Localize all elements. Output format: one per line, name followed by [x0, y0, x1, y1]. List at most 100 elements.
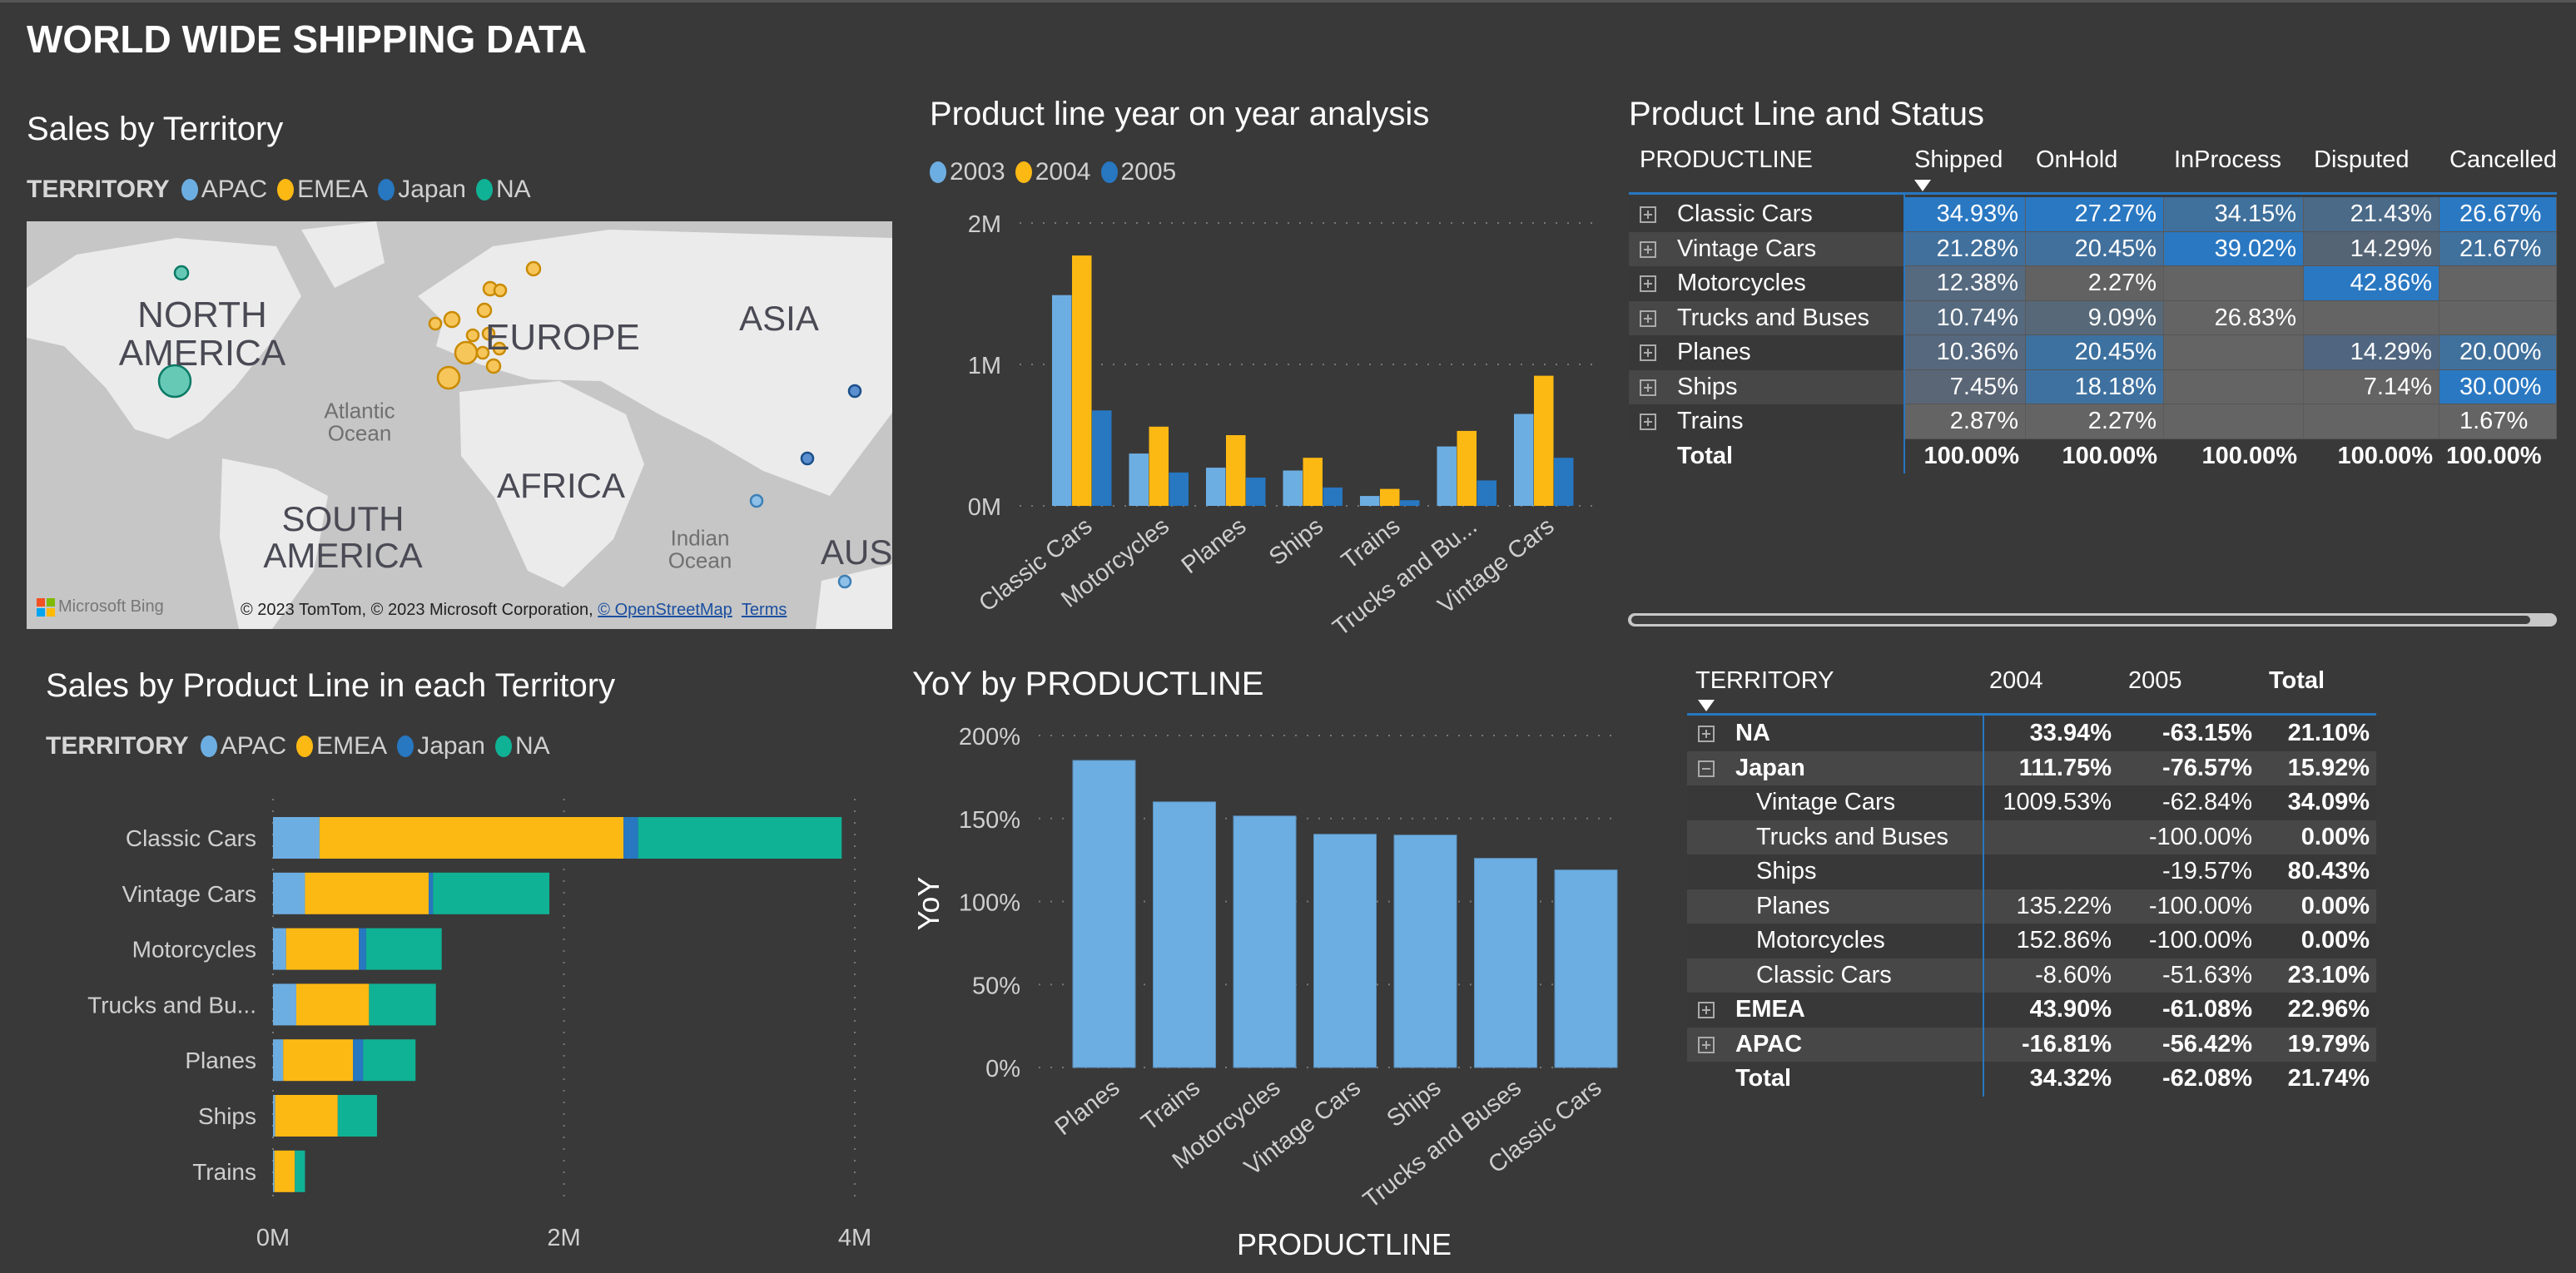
map-bubble-japan[interactable] [800, 451, 815, 466]
scrollbar-thumb[interactable] [1631, 616, 2530, 624]
table-row[interactable]: Motorcycles [1687, 924, 2376, 958]
bar-2005[interactable] [1477, 480, 1497, 506]
map-bubble-apac[interactable] [749, 493, 764, 508]
bar-2004[interactable] [1457, 430, 1477, 506]
legend-item-apac[interactable]: APAC [200, 732, 286, 760]
legend-item-japan[interactable]: Japan [397, 732, 485, 760]
table-row[interactable]: Trains [1629, 404, 1904, 439]
column-header-territory[interactable]: TERRITORY [1695, 667, 1834, 694]
table-row[interactable]: Vintage Cars [1687, 785, 2376, 820]
map-bubble-emea[interactable] [481, 326, 496, 341]
map-bubble-emea[interactable] [493, 283, 508, 298]
column-header-productline[interactable]: PRODUCTLINE [1640, 146, 1813, 173]
map-bubble-emea[interactable] [485, 358, 502, 374]
bar-2004[interactable] [1072, 255, 1092, 506]
bar-2004[interactable] [1149, 426, 1169, 506]
table-row[interactable]: APAC [1687, 1027, 2376, 1062]
table-row[interactable]: Vintage Cars [1629, 231, 1904, 266]
sort-desc-icon[interactable] [1698, 700, 1715, 711]
yoy-bar[interactable] [1233, 815, 1297, 1068]
map-bubble-emea[interactable] [476, 302, 493, 319]
map-bubble-emea[interactable] [475, 345, 490, 360]
map-bubble-emea[interactable] [492, 341, 507, 356]
legend-item-emea[interactable]: EMEA [277, 176, 368, 204]
yoy-bar[interactable] [1072, 760, 1136, 1068]
column-header-shipped[interactable]: Shipped [1914, 146, 2003, 173]
bar-2004[interactable] [1226, 435, 1246, 506]
bar-2003[interactable] [1437, 446, 1457, 506]
table-row[interactable]: Ships [1629, 369, 1904, 404]
column-header-2005[interactable]: 2005 [2128, 667, 2182, 694]
map-bubble-emea[interactable] [436, 365, 461, 390]
bar-segment-apac[interactable] [273, 928, 286, 970]
yoy-bar[interactable] [1393, 835, 1457, 1068]
table-row[interactable]: Trucks and Buses [1687, 820, 2376, 854]
horizontal-scrollbar[interactable] [1628, 613, 2557, 627]
bar-segment-apac[interactable] [273, 817, 320, 859]
bar-segment-apac[interactable] [273, 983, 296, 1026]
table-row[interactable]: EMEA [1687, 993, 2376, 1028]
table-row[interactable]: Planes [1687, 889, 2376, 924]
table-row[interactable]: NA [1687, 716, 2376, 751]
expand-icon[interactable] [1698, 726, 1715, 742]
bar-segment-emea[interactable] [283, 1039, 354, 1082]
expand-icon[interactable] [1640, 240, 1656, 258]
collapse-icon[interactable] [1698, 760, 1715, 777]
column-header-inprocess[interactable]: InProcess [2174, 146, 2281, 173]
map-bubble-japan[interactable] [847, 384, 862, 399]
bar-segment-emea[interactable] [319, 817, 624, 859]
legend-item-japan[interactable]: Japan [378, 176, 466, 204]
map-bubble-na[interactable] [173, 265, 190, 281]
bar-2003[interactable] [1514, 414, 1534, 507]
legend-item-emea[interactable]: EMEA [296, 732, 387, 760]
table-row[interactable]: Motorcycles [1629, 266, 1904, 301]
legend-item-2003[interactable]: 2003 [930, 158, 1005, 186]
bar-segment-na[interactable] [433, 872, 550, 914]
legend-item-na[interactable]: NA [475, 176, 531, 204]
expand-icon[interactable] [1640, 310, 1656, 327]
bar-segment-japan[interactable] [353, 1039, 364, 1082]
bar-2005[interactable] [1400, 500, 1420, 506]
bar-segment-apac[interactable] [273, 872, 305, 914]
table-row[interactable]: Trucks and Buses [1629, 300, 1904, 335]
bar-segment-apac[interactable] [273, 1095, 275, 1137]
expand-icon[interactable] [1640, 344, 1656, 361]
bar-segment-japan[interactable] [359, 928, 366, 970]
bar-2004[interactable] [1534, 375, 1554, 506]
table-row[interactable]: Ships [1687, 854, 2376, 889]
expand-icon[interactable] [1640, 275, 1656, 292]
bar-segment-japan[interactable] [623, 817, 638, 859]
column-header-onhold[interactable]: OnHold [2036, 146, 2118, 173]
expand-icon[interactable] [1640, 414, 1656, 430]
openstreetmap-link[interactable]: © OpenStreetMap [598, 601, 732, 619]
bar-segment-emea[interactable] [295, 983, 370, 1026]
world-map[interactable]: NORTH AMERICA EUROPE ASIA Atlantic Ocean… [27, 221, 892, 629]
bar-2003[interactable] [1052, 295, 1072, 506]
map-bubble-emea[interactable] [428, 316, 443, 331]
legend-item-2005[interactable]: 2005 [1100, 158, 1176, 186]
yoy-bar[interactable] [1554, 869, 1618, 1068]
yoy-bar[interactable] [1153, 801, 1216, 1068]
yoy-bar[interactable] [1474, 858, 1537, 1068]
column-header-2004[interactable]: 2004 [1989, 667, 2043, 694]
map-bubble-emea[interactable] [465, 328, 480, 343]
terms-link[interactable]: Terms [741, 601, 787, 619]
map-bubble-na[interactable] [157, 364, 192, 399]
bar-2003[interactable] [1360, 496, 1380, 506]
bar-2005[interactable] [1554, 458, 1574, 506]
table-row[interactable]: Planes [1629, 335, 1904, 370]
bar-2005[interactable] [1169, 472, 1189, 506]
map-bubble-emea[interactable] [443, 310, 461, 329]
column-header-total[interactable]: Total [2269, 667, 2325, 694]
bar-segment-apac[interactable] [273, 1039, 284, 1082]
bar-segment-emea[interactable] [274, 1150, 295, 1192]
column-header-disputed[interactable]: Disputed [2314, 146, 2410, 173]
yoy-bar[interactable] [1313, 834, 1377, 1068]
bar-2004[interactable] [1303, 458, 1323, 506]
expand-icon[interactable] [1640, 206, 1656, 223]
bar-2003[interactable] [1206, 468, 1226, 506]
sort-desc-icon[interactable] [1914, 180, 1931, 191]
table-row[interactable]: Classic Cars [1687, 958, 2376, 993]
map-bubble-apac[interactable] [837, 574, 852, 589]
column-header-cancelled[interactable]: Cancelled [2449, 146, 2557, 173]
